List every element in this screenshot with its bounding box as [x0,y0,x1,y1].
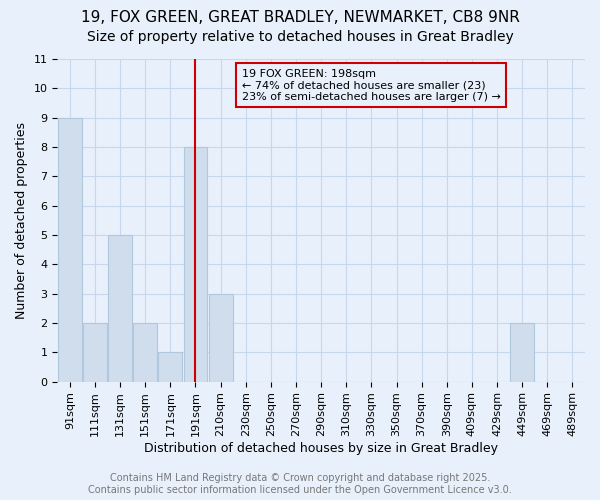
Y-axis label: Number of detached properties: Number of detached properties [15,122,28,319]
Bar [184,147,208,382]
Text: Contains HM Land Registry data © Crown copyright and database right 2025.
Contai: Contains HM Land Registry data © Crown c… [88,474,512,495]
X-axis label: Distribution of detached houses by size in Great Bradley: Distribution of detached houses by size … [144,442,498,455]
Bar [158,352,182,382]
Bar [510,323,534,382]
Bar [133,323,157,382]
Text: Size of property relative to detached houses in Great Bradley: Size of property relative to detached ho… [86,30,514,44]
Text: 19, FOX GREEN, GREAT BRADLEY, NEWMARKET, CB8 9NR: 19, FOX GREEN, GREAT BRADLEY, NEWMARKET,… [80,10,520,25]
Bar [209,294,233,382]
Bar [83,323,107,382]
Text: 19 FOX GREEN: 198sqm
← 74% of detached houses are smaller (23)
23% of semi-detac: 19 FOX GREEN: 198sqm ← 74% of detached h… [242,68,501,102]
Bar [58,118,82,382]
Bar [108,235,132,382]
